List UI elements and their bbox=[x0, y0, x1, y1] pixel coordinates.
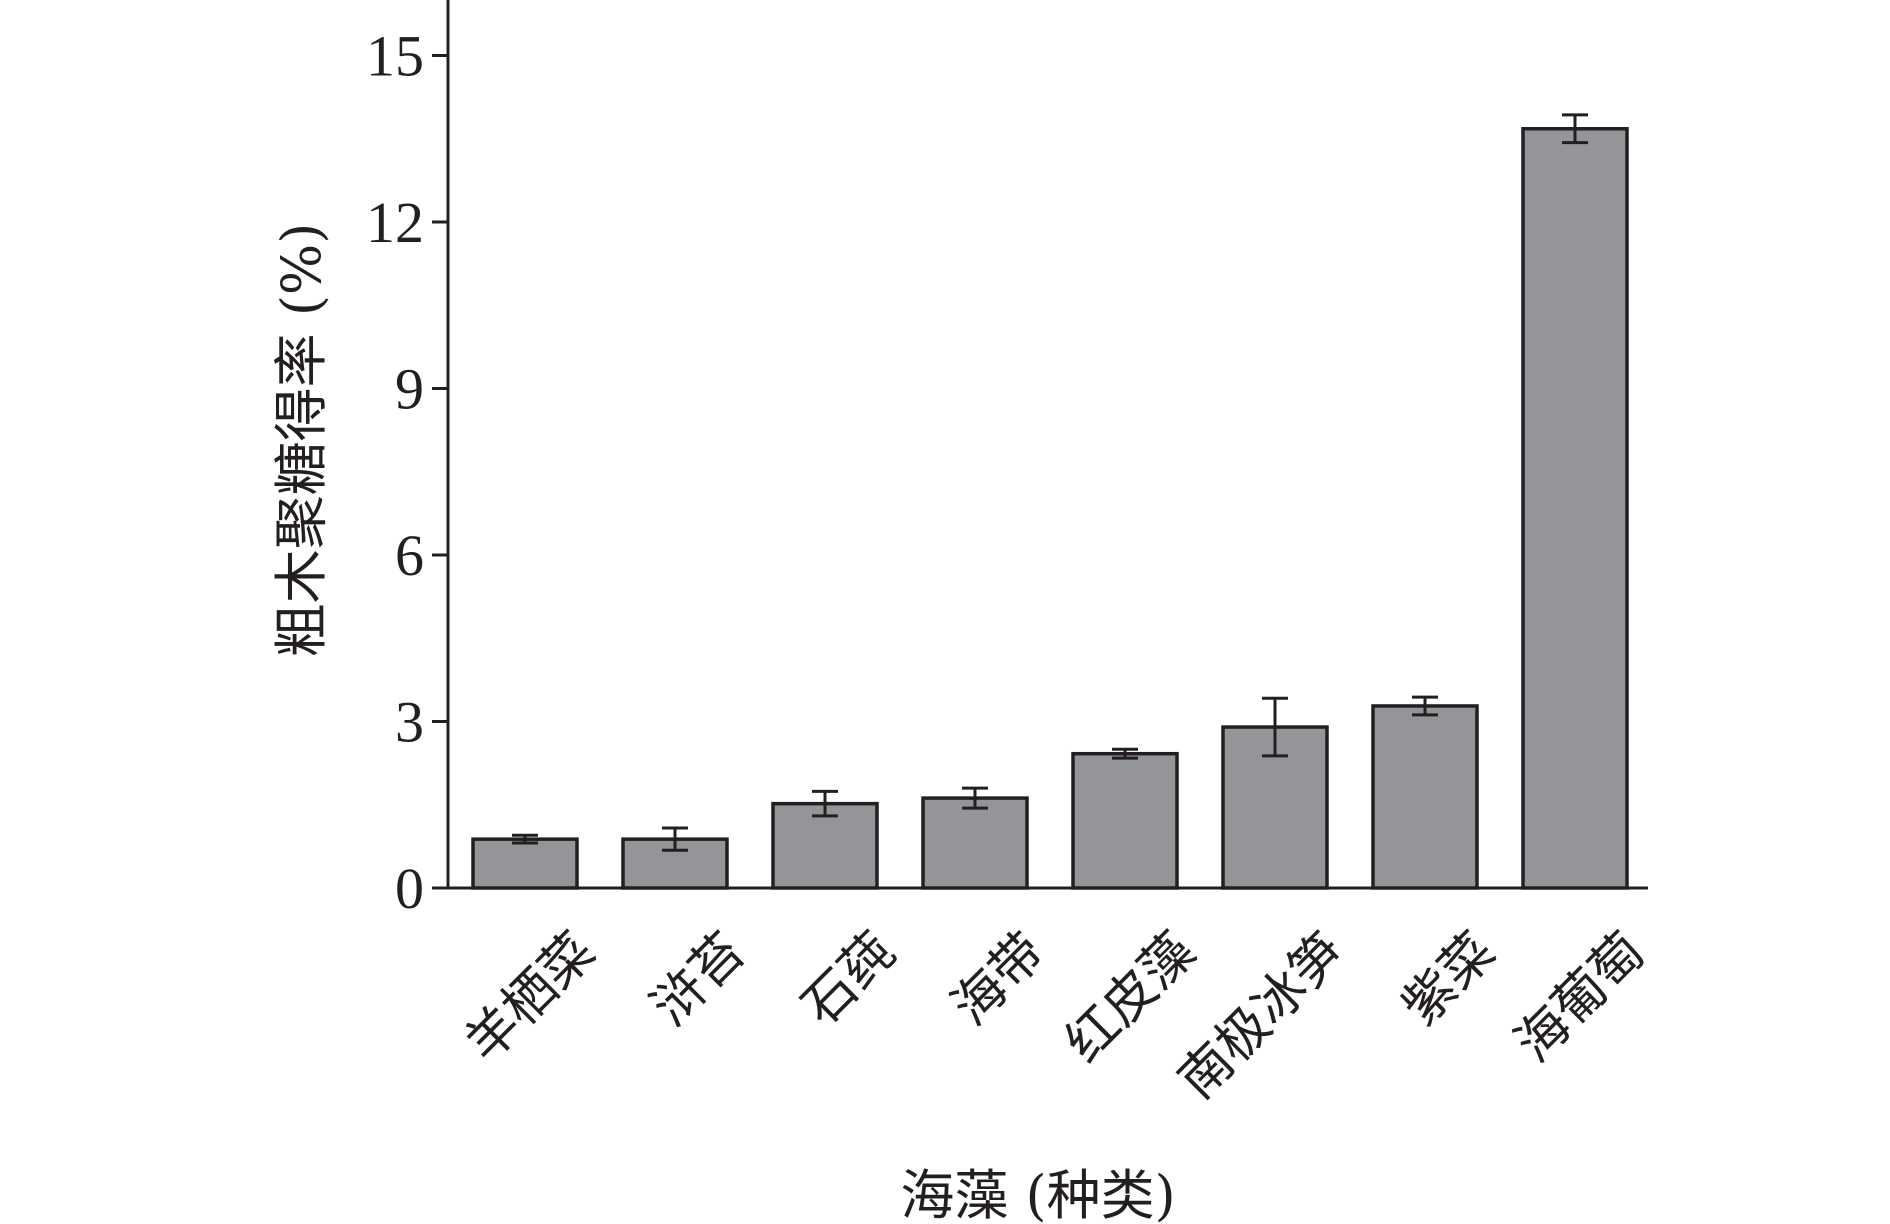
y-tick-label: 3 bbox=[395, 690, 424, 755]
bar-8 bbox=[1521, 127, 1629, 890]
x-axis-title: 海藻 (种类) bbox=[900, 1164, 1175, 1224]
x-category-label: 羊栖菜 bbox=[454, 921, 607, 1074]
y-tick-label: 0 bbox=[395, 856, 424, 921]
x-category-label: 紫菜 bbox=[1391, 921, 1507, 1037]
x-category-label: 石莼 bbox=[791, 921, 907, 1037]
x-category-label: 南极冰笋 bbox=[1167, 921, 1357, 1111]
bar-1 bbox=[471, 837, 579, 890]
x-category-label: 浒苔 bbox=[641, 921, 757, 1037]
bar-7 bbox=[1371, 704, 1479, 890]
y-tick-label: 12 bbox=[366, 190, 424, 255]
error-bars-layer bbox=[512, 113, 1588, 852]
y-tick-label: 6 bbox=[395, 523, 424, 588]
bar-5 bbox=[1071, 751, 1179, 890]
x-category-label: 海葡萄 bbox=[1504, 921, 1657, 1074]
bars-layer bbox=[471, 127, 1629, 890]
x-category-label: 海带 bbox=[941, 921, 1057, 1037]
bar-4 bbox=[921, 796, 1029, 890]
y-ticks-layer: 0 3 6 9 12 15 bbox=[366, 24, 448, 921]
y-tick-label: 15 bbox=[366, 24, 424, 89]
axes-layer bbox=[446, 0, 1648, 890]
y-axis-title: 粗木聚糖得率 (%) bbox=[270, 223, 333, 658]
y-tick-label: 9 bbox=[395, 357, 424, 422]
